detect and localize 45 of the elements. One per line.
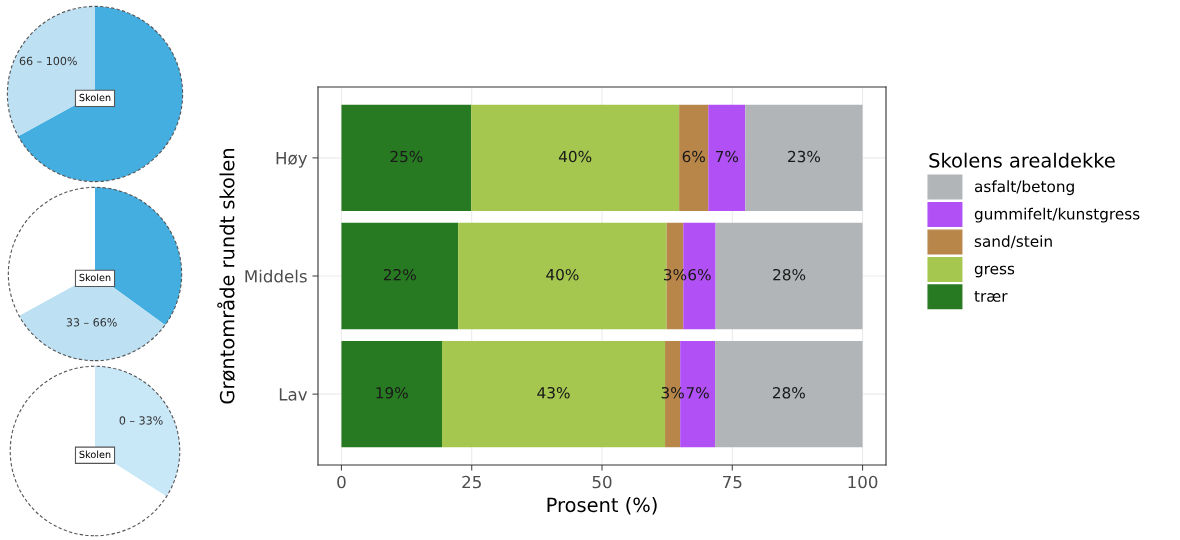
data-label: 40% xyxy=(546,268,579,281)
y-tick-label: Lav xyxy=(279,388,308,401)
text: Skolen xyxy=(79,273,111,282)
legend-title: Skolens arealdekke xyxy=(929,152,1115,168)
data-label: 40% xyxy=(558,150,592,163)
y-axis-title: Grøntområde rundt skolen xyxy=(217,149,236,404)
text: Skolen xyxy=(79,450,111,459)
legend-label: gummifelt/kunstgress xyxy=(974,207,1140,223)
legend-label: trær xyxy=(974,290,1008,302)
x-tick-label: 75 xyxy=(723,475,742,489)
bar xyxy=(715,222,863,330)
slice-label: 33 – 66% xyxy=(66,318,117,327)
data-label: 7% xyxy=(686,387,709,399)
data-label: 6% xyxy=(688,268,711,281)
data-label: 22% xyxy=(383,268,416,281)
bar xyxy=(471,104,680,212)
x-axis-title: Prosent (%) xyxy=(547,497,657,515)
data-label: 23% xyxy=(788,150,821,163)
legend-label: gress xyxy=(974,265,1015,278)
x-tick-label: 100 xyxy=(848,475,878,489)
x-tick-label: 25 xyxy=(462,475,481,489)
data-label: 43% xyxy=(537,387,570,399)
y-tick-label: Høy xyxy=(276,152,308,168)
data-label: 28% xyxy=(772,387,805,399)
data-label: 6% xyxy=(682,150,705,163)
bar xyxy=(341,104,472,212)
x-tick-label: 0 xyxy=(337,475,346,489)
bar xyxy=(715,340,863,448)
data-label: 19% xyxy=(376,387,408,399)
x-tick-label: 50 xyxy=(592,475,612,489)
legend-label: sand/stein xyxy=(974,235,1052,249)
pie-slice xyxy=(18,6,183,182)
bar xyxy=(745,104,863,212)
data-label: 25% xyxy=(390,150,423,163)
bar xyxy=(341,340,443,448)
data-label: 7% xyxy=(715,150,739,163)
bar xyxy=(708,104,746,212)
text: Skolen xyxy=(79,93,111,102)
bar xyxy=(679,104,709,212)
slice-label: 0 – 33% xyxy=(119,416,163,425)
y-tick-label: Middels xyxy=(245,269,307,283)
bar xyxy=(341,222,459,330)
data-label: 28% xyxy=(773,268,806,281)
legend-label: asfalt/betong xyxy=(974,180,1074,196)
slice-label: 66 – 100% xyxy=(19,56,77,66)
